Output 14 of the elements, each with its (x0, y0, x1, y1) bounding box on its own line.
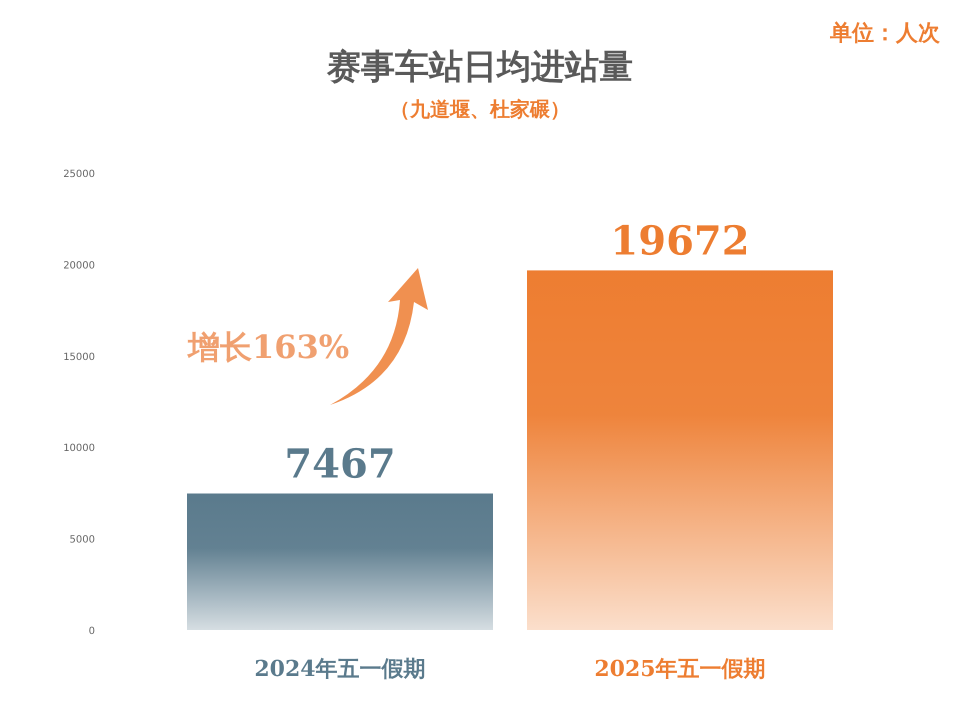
y-tick-label: 10000 (63, 443, 95, 454)
y-tick-label: 20000 (63, 260, 95, 272)
chart-subtitle: （九道堰、杜家碾） (390, 97, 570, 121)
y-tick-label: 25000 (63, 169, 95, 180)
y-tick-label: 0 (88, 626, 95, 637)
y-tick-label: 15000 (63, 352, 95, 363)
y-tick-label: 5000 (70, 534, 95, 546)
x-tick-label: 2025年五一假期 (594, 656, 766, 682)
annotation: 增长163% (186, 328, 350, 366)
chart-title: 赛事车站日均进站量 (326, 47, 633, 87)
data-label: 19672 (610, 217, 750, 264)
x-tick-label: 2024年五一假期 (254, 656, 426, 682)
text: 单位：人次 (829, 21, 941, 46)
data-label: 7467 (284, 440, 396, 488)
